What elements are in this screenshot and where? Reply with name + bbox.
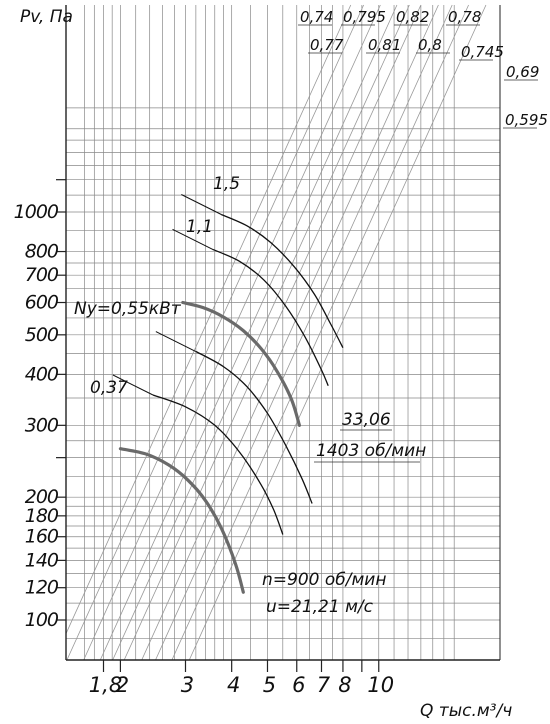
x-tick-label: 7 [317, 673, 331, 697]
efficiency-line [188, 4, 487, 661]
efficiency-line [99, 4, 398, 661]
speed-curve [118, 447, 245, 594]
speed-curve [181, 300, 301, 427]
speed-label: 1403 об/мин [316, 441, 426, 461]
speed-sub-label: u=21,21 м/с [266, 597, 374, 617]
y-tick-label: 400 [25, 363, 59, 385]
efficiency-line [155, 4, 453, 661]
efficiency-label: 0,795 [343, 8, 386, 26]
efficiency-lines [65, 4, 487, 661]
y-tick-label: 800 [25, 241, 59, 263]
x-tick-label: 10 [367, 673, 394, 697]
efficiency-label: 0,595 [505, 111, 548, 129]
power-label: Ny=0,55кВт [74, 299, 182, 319]
efficiency-label: 0,8 [418, 36, 442, 54]
efficiency-line [66, 4, 364, 661]
x-tick-label: 6 [292, 673, 305, 697]
y-tick-label: 700 [25, 264, 59, 286]
x-tick-label: 5 [263, 673, 276, 697]
y-tick-label: 300 [25, 414, 59, 436]
speed-sub-label: 33,06 [342, 410, 391, 430]
y-tick-label: 1000 [14, 201, 59, 223]
power-curve [152, 394, 284, 535]
efficiency-label: 0,74 [300, 8, 333, 26]
x-tick-label: 3 [181, 673, 194, 697]
curves [112, 194, 344, 594]
efficiency-label: 0,745 [461, 43, 504, 61]
speed-label: n=900 об/мин [262, 570, 386, 590]
x-axis-title: Q тыс.м³/ч [420, 701, 512, 721]
x-tick-label: 2 [116, 673, 129, 697]
y-tick-label: 600 [25, 292, 59, 314]
power-curve [195, 350, 313, 504]
y-tick-label: 180 [25, 505, 59, 527]
y-tick-label: 100 [25, 609, 59, 631]
y-axis-title: Pv, Па [20, 7, 73, 27]
power-curve-leader [181, 194, 222, 215]
efficiency-line [123, 4, 422, 661]
x-tick-label: 4 [227, 673, 240, 697]
efficiency-line [141, 4, 439, 661]
power-label: 1,1 [186, 217, 213, 237]
efficiency-label: 0,82 [396, 8, 429, 26]
power-curve [221, 213, 344, 348]
y-tick-label: 120 [25, 577, 59, 599]
power-label: 1,5 [213, 174, 240, 194]
y-tick-label: 160 [25, 526, 59, 548]
y-tick-label: 500 [25, 324, 59, 346]
y-tick-label: 140 [25, 549, 59, 571]
y-tick-label: 200 [25, 486, 59, 508]
efficiency-label: 0,69 [506, 63, 539, 81]
efficiency-label: 0,78 [448, 8, 481, 26]
efficiency-line [112, 4, 410, 661]
efficiency-line [83, 4, 381, 661]
efficiency-label: 0,81 [368, 36, 401, 54]
efficiency-line [171, 4, 469, 661]
x-tick-label: 8 [338, 673, 351, 697]
power-curve-leader [155, 331, 197, 352]
efficiency-label: 0,77 [310, 36, 344, 54]
power-curve [212, 248, 329, 387]
power-label: 0,37 [90, 378, 128, 398]
power-curve-leader [172, 228, 213, 250]
x-tick-label: 1,8 [89, 673, 122, 697]
grid [66, 5, 500, 660]
efficiency-line [65, 4, 352, 634]
power-curve-leader [112, 374, 154, 396]
